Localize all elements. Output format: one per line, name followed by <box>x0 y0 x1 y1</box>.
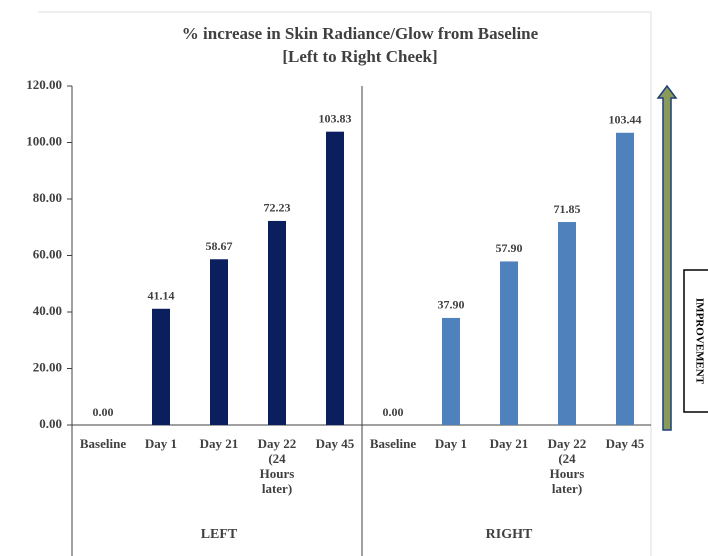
value-label: 37.90 <box>438 298 465 312</box>
value-label: 0.00 <box>93 405 114 419</box>
bar <box>616 132 634 426</box>
bar <box>326 131 344 426</box>
y-tick-label: 100.00 <box>26 133 62 148</box>
x-tick-label: Day 1 <box>144 436 178 451</box>
x-tick-label: Day 45 <box>315 436 355 451</box>
x-tick-label: Baseline <box>369 436 417 451</box>
x-tick-label: Day 21 <box>489 436 529 451</box>
value-label: 58.67 <box>206 239 233 253</box>
x-tick-label: Baseline <box>79 436 127 451</box>
bar <box>210 259 228 425</box>
y-tick-label: 80.00 <box>33 190 62 205</box>
value-label: 57.90 <box>496 241 523 255</box>
x-tick-label: Day 22 (24 Hours later) <box>547 436 587 496</box>
annotation: IMPROVEMENT <box>693 298 705 385</box>
x-tick-label: Day 1 <box>434 436 468 451</box>
value-label: 71.85 <box>554 202 581 216</box>
bar <box>442 317 460 425</box>
group-label: LEFT <box>201 527 238 542</box>
x-tick-label: Day 21 <box>199 436 239 451</box>
bar <box>152 308 170 425</box>
annotation-box <box>683 269 708 413</box>
x-tick-label: Day 45 <box>605 436 645 451</box>
y-tick-label: 40.00 <box>33 303 62 318</box>
bar <box>558 222 576 425</box>
bar <box>500 261 518 425</box>
y-tick-label: 120.00 <box>26 77 62 92</box>
chart-title: % increase in Skin Radiance/Glow from Ba… <box>182 24 539 43</box>
bar <box>268 220 286 425</box>
y-tick-label: 60.00 <box>33 246 62 261</box>
group-label: RIGHT <box>486 527 533 542</box>
value-label: 41.14 <box>148 289 175 303</box>
y-tick-label: 0.00 <box>39 416 62 431</box>
y-tick-label: 20.00 <box>33 359 62 374</box>
value-label: 72.23 <box>264 201 291 215</box>
value-label: 0.00 <box>383 405 404 419</box>
x-tick-label: Day 22 (24 Hours later) <box>257 436 297 496</box>
chart-subtitle: [Left to Right Cheek] <box>282 47 437 66</box>
value-label: 103.44 <box>609 113 642 127</box>
improvement-arrow <box>656 84 678 431</box>
value-label: 103.83 <box>319 111 352 125</box>
